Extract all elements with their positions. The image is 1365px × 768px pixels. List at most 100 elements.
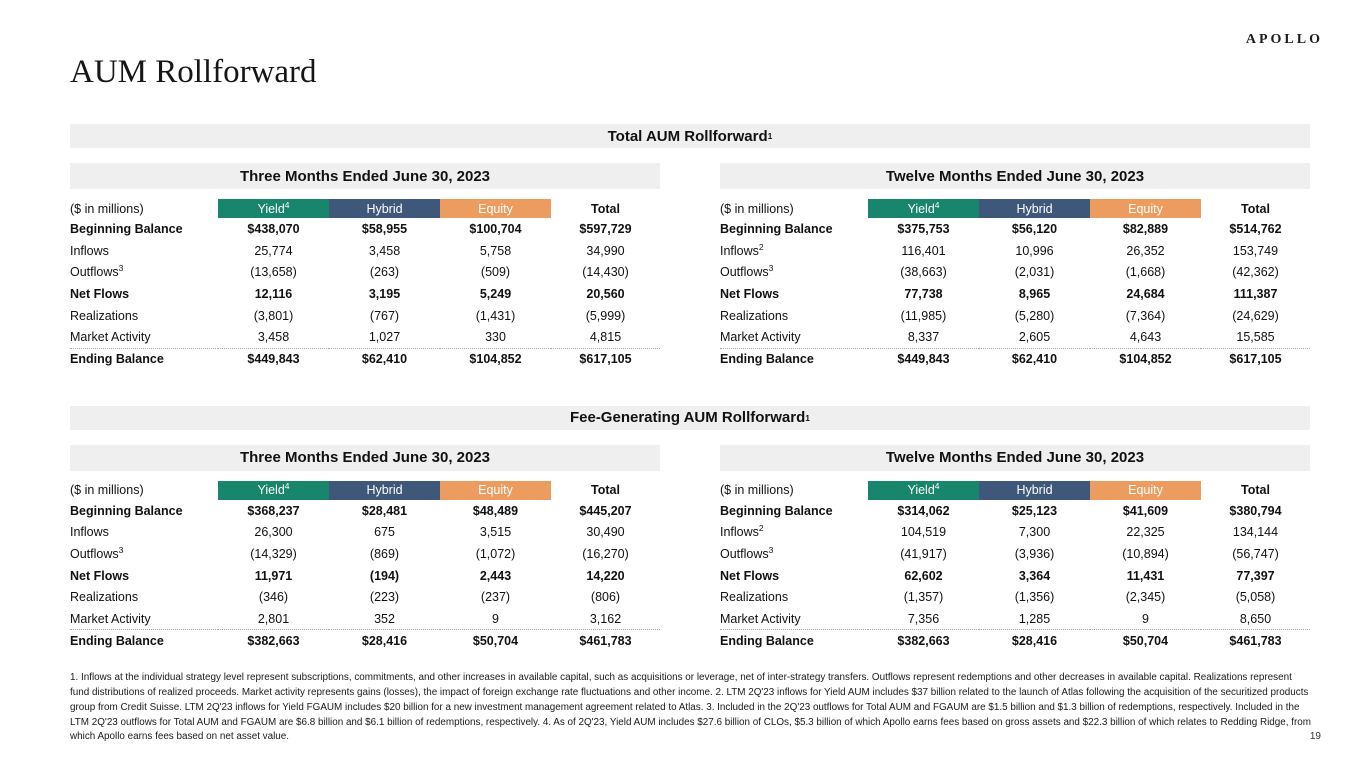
footnotes: 1. Inflows at the individual strategy le… <box>70 672 1312 743</box>
row-label-cell: Inflows2 <box>720 522 868 544</box>
value-cell: 116,401 <box>901 243 946 258</box>
aum-table: ($ in millions) Yield4 Hybrid Equity Total Be… <box>70 480 660 652</box>
table-row: Market Activity 7,356 1,285 9 8,650 <box>720 608 1310 630</box>
value-cell: 2,801 <box>257 611 290 626</box>
value-cell: (11,985) <box>900 308 947 323</box>
row-label-cell: Outflows3 <box>720 543 868 565</box>
row-label: Inflows <box>720 243 759 258</box>
value-cell: 25,774 <box>254 243 293 258</box>
row-label: Inflows <box>70 525 109 540</box>
value-cell: $50,704 <box>440 629 551 652</box>
value-cell: $25,123 <box>1011 503 1058 518</box>
unit-label: ($ in millions) <box>70 201 144 216</box>
value-cell: 26,352 <box>1126 243 1165 258</box>
value-cell: 15,585 <box>1236 330 1275 345</box>
unit-label: ($ in millions) <box>720 201 794 216</box>
row-label-cell: Net Flows <box>720 565 868 587</box>
value-cell: 34,990 <box>586 243 625 258</box>
period-header: Twelve Months Ended June 30, 2023 <box>720 163 1310 189</box>
row-label-cell: Ending Balance <box>70 629 218 652</box>
value-cell: (13,658) <box>250 265 297 280</box>
value-cell: 20,560 <box>586 286 625 301</box>
row-label-cell: Outflows3 <box>70 543 218 565</box>
column-header-row: ($ in millions) Yield4 Hybrid Equity Total <box>70 480 660 500</box>
row-label-cell: Market Activity <box>70 608 218 630</box>
table-row: Net Flows 62,602 3,364 11,431 77,397 <box>720 565 1310 587</box>
value-cell: $445,207 <box>579 503 632 518</box>
row-label-cell: Beginning Balance <box>70 500 218 522</box>
row-superscript: 2 <box>758 523 764 534</box>
column-header-equity-label: Equity <box>1128 201 1163 216</box>
table-row: Net Flows 12,116 3,195 5,249 20,560 <box>70 283 660 305</box>
column-header-equity-label: Equity <box>478 483 513 498</box>
table-row: Ending Balance $449,843 $62,410 $104,852 $61… <box>720 347 1310 370</box>
column-header-yield-label: Yield <box>257 483 285 498</box>
column-header-hybrid-label: Hybrid <box>366 201 403 216</box>
row-label-cell: Market Activity <box>70 326 218 348</box>
row-superscript: 3 <box>118 263 124 274</box>
apollo-logo: APOLLO <box>1245 32 1323 47</box>
value-cell: (1,072) <box>475 547 516 562</box>
page-number: 19 <box>1309 731 1321 742</box>
aum-table: ($ in millions) Yield4 Hybrid Equity Total Be… <box>720 480 1310 652</box>
row-superscript: 2 <box>758 241 764 252</box>
value-cell: (767) <box>369 308 400 323</box>
value-cell: 24,684 <box>1126 286 1165 301</box>
section-title-label: Total AUM Rollforward <box>607 127 768 145</box>
value-cell: 5,249 <box>479 286 512 301</box>
row-label: Inflows <box>720 525 759 540</box>
column-header-yield: Yield4 <box>218 480 329 500</box>
value-cell: (223) <box>369 590 400 605</box>
column-header-equity-label: Equity <box>478 201 513 216</box>
value-cell: 11,971 <box>254 568 293 583</box>
table-row: Outflows3 (41,917) (3,936) (10,894) (56,747) <box>720 543 1310 565</box>
value-cell: $28,481 <box>361 503 408 518</box>
table-row: Outflows3 (38,663) (2,031) (1,668) (42,362) <box>720 261 1310 283</box>
column-header-yield-superscript: 4 <box>934 481 940 492</box>
value-cell: 4,643 <box>1129 330 1162 345</box>
table-row: Realizations (1,357) (1,356) (2,345) (5,058) <box>720 587 1310 609</box>
row-label-cell: Realizations <box>720 587 868 609</box>
row-label-cell: Ending Balance <box>720 629 868 652</box>
row-label: Outflows <box>70 547 119 562</box>
slide-content: Total AUM Rollforward 1 Three Months Ended… <box>70 124 1310 652</box>
value-cell: 3,458 <box>257 330 290 345</box>
value-cell: 104,519 <box>900 525 947 540</box>
column-header-equity: Equity <box>1090 480 1201 500</box>
column-header-hybrid: Hybrid <box>329 480 440 500</box>
value-cell: $28,416 <box>329 629 440 652</box>
value-cell: 77,397 <box>1236 568 1275 583</box>
table-row: Ending Balance $382,663 $28,416 $50,704 $461… <box>70 629 660 652</box>
column-header-hybrid-label: Hybrid <box>1016 483 1053 498</box>
value-cell: $449,843 <box>868 347 979 370</box>
column-header-total: Total <box>1201 481 1310 500</box>
row-label: Inflows <box>70 243 109 258</box>
column-header-hybrid-label: Hybrid <box>366 483 403 498</box>
value-cell: 5,758 <box>479 243 512 258</box>
value-cell: 111,387 <box>1233 286 1278 301</box>
value-cell: (869) <box>369 547 400 562</box>
value-cell: $617,105 <box>551 347 660 370</box>
column-header-yield: Yield4 <box>868 199 979 218</box>
row-label: Ending Balance <box>70 634 164 649</box>
row-label-cell: Inflows <box>70 522 218 544</box>
row-label-cell: Outflows3 <box>720 261 868 283</box>
row-label: Outflows <box>70 265 119 280</box>
value-cell: $56,120 <box>1011 221 1058 236</box>
row-label-cell: Beginning Balance <box>720 218 868 240</box>
value-cell: (237) <box>480 590 511 605</box>
row-label: Realizations <box>70 308 139 323</box>
row-label: Market Activity <box>70 611 151 626</box>
column-header-yield-superscript: 4 <box>284 199 290 210</box>
value-cell: 3,162 <box>589 611 622 626</box>
row-label: Net Flows <box>720 568 780 583</box>
table-head: ($ in millions) Yield4 Hybrid Equity Total <box>720 480 1310 500</box>
table-row: Net Flows 11,971 (194) 2,443 14,220 <box>70 565 660 587</box>
row-label: Outflows <box>720 265 769 280</box>
column-header-total: Total <box>551 481 660 500</box>
row-label-cell: Net Flows <box>720 283 868 305</box>
section-title-band: Fee-Generating AUM Rollforward 1 <box>70 405 1310 430</box>
table-row: Outflows3 (13,658) (263) (509) (14,430) <box>70 261 660 283</box>
value-cell: 330 <box>485 330 506 345</box>
